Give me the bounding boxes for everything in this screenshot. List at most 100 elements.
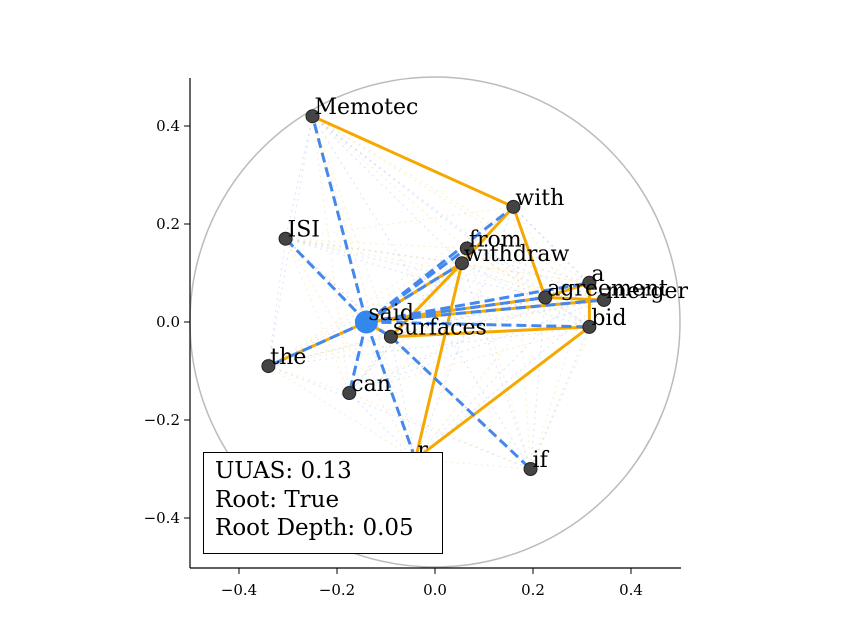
blue-edge (389, 335, 532, 471)
faint-edge (415, 299, 605, 460)
faint-edge (268, 247, 468, 367)
y-tick-label: 0.2 (156, 215, 180, 233)
node-point (342, 386, 357, 401)
faint-edge (348, 296, 546, 394)
y-tick-label: −0.2 (144, 411, 180, 429)
blue-edge (311, 115, 368, 323)
uuas-text: UUAS: 0.13 (215, 458, 352, 484)
metrics-box: UUAS: 0.13 Root: True Root Depth: 0.05 (203, 452, 443, 554)
node-point (538, 290, 553, 305)
y-tick-label: 0.0 (156, 313, 180, 331)
faint-edge (268, 206, 514, 367)
faint-edge (466, 248, 532, 470)
gold-edge (390, 325, 590, 339)
faint-edge (390, 296, 546, 338)
faint-edge (284, 238, 350, 394)
faint-edge (268, 365, 350, 394)
node-point (523, 462, 538, 476)
faint-edge (349, 392, 531, 470)
root-node (354, 310, 378, 334)
faint-edge (466, 247, 605, 301)
gold-edge (389, 262, 464, 338)
faint-edge (268, 282, 590, 367)
node-label: if (533, 448, 550, 473)
blue-edge (365, 247, 468, 324)
faint-edge (348, 262, 463, 394)
root-text: Root: True (215, 486, 340, 513)
axes: −0.4 −0.2 0.0 0.2 0.4 −0.4 −0.2 0.0 0.2 0.4 (144, 78, 681, 599)
faint-edge (312, 115, 546, 298)
faint-edge (285, 206, 514, 240)
blue-edge (347, 321, 368, 394)
x-tick-label: 0.0 (423, 581, 447, 599)
node-point (597, 292, 612, 307)
y-tick-label: 0.4 (156, 117, 180, 135)
faint-edge (366, 248, 468, 323)
faint-edge (311, 115, 532, 470)
faint-edge (529, 297, 546, 470)
blue-edge (365, 261, 463, 324)
node-label: agreement (547, 277, 668, 302)
faint-edge (512, 206, 532, 470)
node-label: with (515, 186, 564, 211)
faint-edge (529, 282, 590, 470)
x-tick-label: −0.2 (319, 581, 355, 599)
node-point (582, 275, 597, 290)
node-label: r (417, 438, 428, 463)
node-label: surfaces (393, 316, 487, 341)
node-label: from (469, 228, 522, 253)
faint-edge (529, 326, 590, 470)
node-label: the (270, 345, 306, 370)
faint-edge (365, 321, 531, 470)
node-point (582, 319, 597, 334)
node-label: a (591, 262, 604, 287)
gold-edge (413, 262, 464, 460)
faint-edge (466, 206, 514, 249)
root-depth-text: Root Depth: 0.05 (215, 515, 414, 541)
node-point (261, 359, 276, 374)
faint-edge (268, 365, 416, 460)
faint-edge (348, 282, 590, 394)
node-label: said (368, 301, 414, 326)
x-tick-label: −0.4 (221, 581, 257, 599)
faint-edge (414, 297, 546, 460)
faint-edge (312, 115, 463, 264)
blue-edge (364, 321, 417, 460)
node-point (459, 241, 474, 256)
x-tick-label: 0.4 (619, 581, 643, 599)
blue-edge (366, 298, 605, 324)
faint-edge (311, 116, 416, 460)
gold-edge (511, 206, 547, 298)
node-label: withdraw (464, 242, 570, 267)
blue-edge (267, 320, 368, 368)
faint-edge (461, 262, 605, 301)
node-label: Memotec (315, 95, 419, 120)
faint-edge (390, 299, 605, 338)
node-label: bid (591, 306, 626, 331)
faint-edge (466, 247, 590, 328)
blue-edge (284, 237, 368, 324)
faint-edge (311, 116, 350, 394)
node-label: merger (606, 279, 689, 304)
faint-edge (285, 238, 546, 299)
faint-edge (348, 392, 416, 460)
faint-edge (268, 365, 531, 470)
x-tick-label: 0.2 (521, 581, 545, 599)
node-label: can (351, 372, 391, 397)
faint-edge (461, 263, 532, 470)
node-point (278, 231, 293, 246)
node-point (305, 109, 320, 124)
faint-edge (285, 238, 416, 460)
y-tick-label: −0.4 (144, 509, 180, 527)
node-point (506, 199, 521, 214)
node-point (383, 329, 398, 344)
faint-edge (312, 115, 468, 249)
gold-edge (311, 114, 515, 209)
node-point (454, 256, 469, 271)
node-label: ISI (288, 218, 320, 243)
blue-edge (366, 320, 590, 329)
gold-edge (414, 325, 591, 461)
faint-edge (285, 238, 467, 250)
